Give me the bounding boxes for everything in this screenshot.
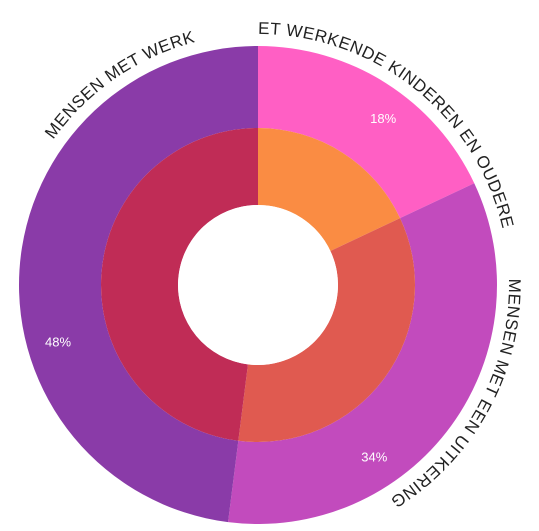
value-label-werk: 48%	[45, 334, 71, 349]
donut-hole	[178, 205, 338, 365]
inner-slice-werk	[101, 128, 258, 441]
outer-slice-uitkering	[228, 183, 498, 524]
value-label-uitkering: 34%	[361, 449, 387, 464]
outer-slice-niet-werkend	[258, 46, 475, 219]
inner-slice-uitkering	[238, 218, 416, 442]
inner-slice-niet-werkend	[258, 128, 401, 251]
outer-slice-werk	[19, 46, 259, 523]
value-label-niet-werkend: 18%	[370, 111, 396, 126]
